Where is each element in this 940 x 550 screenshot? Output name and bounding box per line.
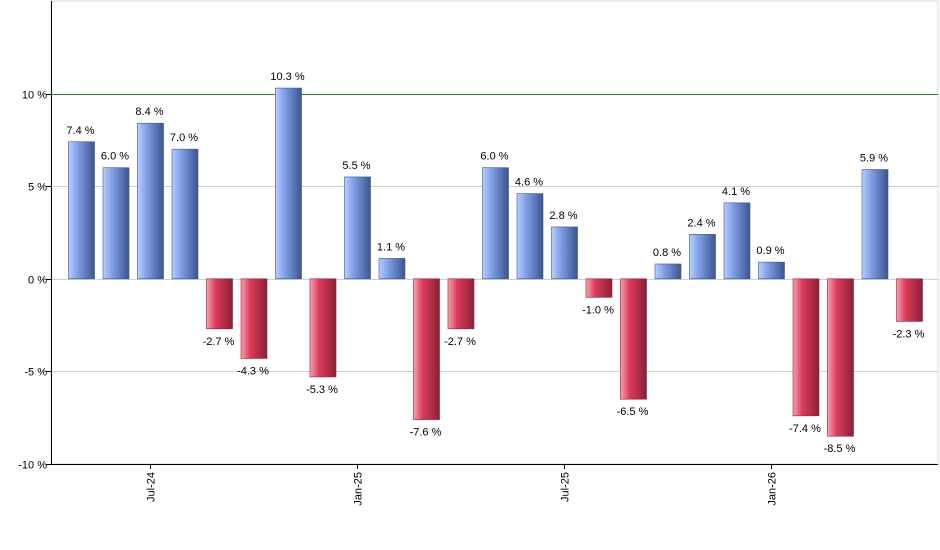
negative-bar	[896, 278, 923, 322]
data-label: -5.3 %	[306, 384, 338, 396]
x-tick-label: Jul-24	[146, 472, 158, 502]
positive-bar	[68, 141, 95, 280]
negative-bar	[792, 278, 820, 417]
data-label: 7.0 %	[170, 132, 198, 144]
data-label: 0.9 %	[756, 245, 784, 257]
data-label: 8.4 %	[135, 106, 163, 118]
y-tick-label: 10 %	[22, 90, 47, 102]
y-tick-labels: 10 % 5 % 0 % -5 % -10 %	[18, 90, 47, 472]
y-tick-label: 0 %	[28, 275, 47, 287]
data-label: 5.9 %	[860, 153, 888, 165]
data-label: -7.6 %	[410, 427, 442, 439]
data-label: -1.0 %	[582, 304, 614, 316]
positive-bar	[689, 234, 716, 280]
x-tick-label: Jan-26	[767, 472, 779, 506]
positive-bar	[654, 263, 682, 280]
data-label: -4.3 %	[237, 365, 269, 377]
data-label: 7.4 %	[66, 125, 94, 137]
positive-bar	[758, 261, 785, 280]
negative-bar	[585, 278, 613, 298]
positive-bar	[516, 193, 544, 280]
positive-bar	[861, 169, 889, 280]
negative-bar	[240, 278, 268, 359]
x-tick-label: Jan-25	[353, 472, 365, 506]
data-label: 1.1 %	[377, 241, 405, 253]
data-label: 10.3 %	[270, 71, 304, 83]
data-label: 4.6 %	[515, 177, 543, 189]
y-tick-label: 5 %	[28, 182, 47, 194]
positive-bar	[551, 226, 578, 280]
data-label: 2.4 %	[687, 217, 715, 229]
data-label: -2.3 %	[893, 328, 925, 340]
positive-bar	[275, 87, 302, 280]
positive-bar	[378, 258, 406, 280]
positive-bar	[482, 167, 509, 280]
data-label: -8.5 %	[824, 443, 856, 455]
x-tick-label: Jul-25	[560, 472, 572, 502]
positive-bar	[171, 148, 199, 280]
data-label: 2.8 %	[549, 210, 577, 222]
y-tick-label: -5 %	[24, 367, 47, 379]
x-tick-labels: Jul-24 Jan-25 Jul-25 Jan-26	[146, 472, 779, 506]
data-label: -2.7 %	[444, 336, 476, 348]
data-label: -2.7 %	[203, 336, 235, 348]
y-tick-label: -10 %	[18, 460, 47, 472]
data-labels: 7.4 % 6.0 % 8.4 % 7.0 % -2.7 % -4.3 % 10.3 % -5…	[66, 71, 924, 455]
data-label: 6.0 %	[480, 151, 508, 163]
positive-bar	[102, 167, 130, 280]
data-label: 4.1 %	[722, 186, 750, 198]
data-label: 6.0 %	[101, 151, 129, 163]
negative-bar	[620, 278, 647, 400]
bars	[68, 87, 923, 437]
positive-bar	[723, 202, 751, 280]
data-label: -7.4 %	[789, 423, 821, 435]
negative-bar	[413, 278, 440, 420]
positive-bar	[344, 176, 371, 280]
negative-bar	[827, 278, 854, 437]
axes	[46, 1, 938, 469]
negative-bar	[206, 278, 233, 330]
data-label: 5.5 %	[342, 160, 370, 172]
negative-bar	[309, 278, 337, 378]
positive-bar	[137, 122, 164, 280]
data-label: 0.8 %	[653, 247, 681, 259]
data-label: -6.5 %	[617, 406, 649, 418]
negative-bar	[447, 278, 475, 330]
